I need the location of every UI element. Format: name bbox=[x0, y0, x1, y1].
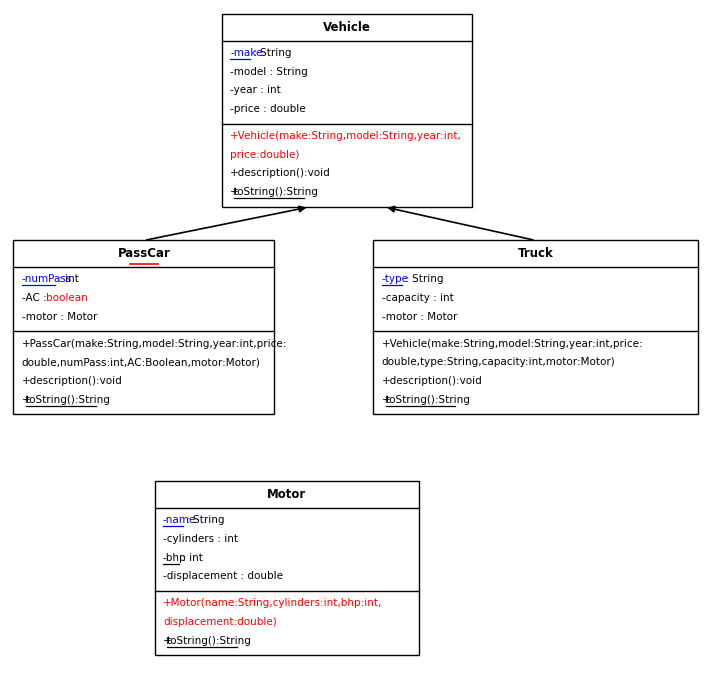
Text: +: + bbox=[163, 636, 172, 646]
Text: Motor: Motor bbox=[267, 488, 306, 502]
Bar bbox=[155, 481, 419, 655]
Text: displacement:double): displacement:double) bbox=[163, 617, 276, 627]
Text: toString():String: toString():String bbox=[234, 187, 319, 197]
Text: : String: : String bbox=[183, 515, 225, 525]
Text: Vehicle: Vehicle bbox=[323, 21, 371, 34]
Text: boolean: boolean bbox=[47, 293, 88, 303]
Text: -AC :: -AC : bbox=[21, 293, 50, 303]
Text: -displacement : double: -displacement : double bbox=[163, 572, 283, 581]
Text: -name: -name bbox=[163, 515, 196, 525]
Text: toString():String: toString():String bbox=[386, 395, 470, 405]
Text: price:double): price:double) bbox=[230, 150, 299, 160]
Text: +description():void: +description():void bbox=[230, 169, 331, 178]
Text: PassCar: PassCar bbox=[117, 247, 170, 261]
Text: -model : String: -model : String bbox=[230, 67, 308, 77]
Text: toString():String: toString():String bbox=[167, 636, 252, 646]
Text: +Motor(name:String,cylinders:int,bhp:int,: +Motor(name:String,cylinders:int,bhp:int… bbox=[163, 598, 382, 608]
Text: toString():String: toString():String bbox=[26, 395, 111, 405]
Text: -cylinders : int: -cylinders : int bbox=[163, 534, 238, 544]
Text: +description():void: +description():void bbox=[382, 376, 483, 386]
Text: -numPass: -numPass bbox=[21, 274, 72, 284]
Text: : String: : String bbox=[402, 274, 444, 284]
Text: Truck: Truck bbox=[518, 247, 553, 261]
Text: double,type:String,capacity:int,motor:Motor): double,type:String,capacity:int,motor:Mo… bbox=[382, 357, 616, 367]
Text: -bhp: -bhp bbox=[163, 553, 187, 563]
Text: -price : double: -price : double bbox=[230, 104, 306, 114]
Text: -type: -type bbox=[382, 274, 409, 284]
Text: -motor : Motor: -motor : Motor bbox=[382, 312, 457, 322]
Text: -motor : Motor: -motor : Motor bbox=[21, 312, 97, 322]
Text: double,numPass:int,AC:Boolean,motor:Motor): double,numPass:int,AC:Boolean,motor:Moto… bbox=[21, 357, 261, 367]
Text: +: + bbox=[382, 395, 390, 405]
Text: +PassCar(make:String,model:String,year:int,price:: +PassCar(make:String,model:String,year:i… bbox=[21, 339, 287, 348]
Bar bbox=[221, 14, 472, 207]
Text: +description():void: +description():void bbox=[21, 376, 122, 386]
Text: : String: : String bbox=[251, 48, 292, 58]
Text: -year : int: -year : int bbox=[230, 86, 281, 95]
Text: : int: : int bbox=[179, 553, 203, 563]
Text: +: + bbox=[21, 395, 31, 405]
Text: +Vehicle(make:String,model:String,year:int,: +Vehicle(make:String,model:String,year:i… bbox=[230, 131, 462, 141]
Bar bbox=[373, 240, 698, 414]
Text: : int: : int bbox=[54, 274, 79, 284]
Text: -capacity : int: -capacity : int bbox=[382, 293, 453, 303]
Text: +Vehicle(make:String,model:String,year:int,price:: +Vehicle(make:String,model:String,year:i… bbox=[382, 339, 644, 348]
Bar bbox=[14, 240, 274, 414]
Text: -make: -make bbox=[230, 48, 262, 58]
Text: +: + bbox=[230, 187, 238, 197]
